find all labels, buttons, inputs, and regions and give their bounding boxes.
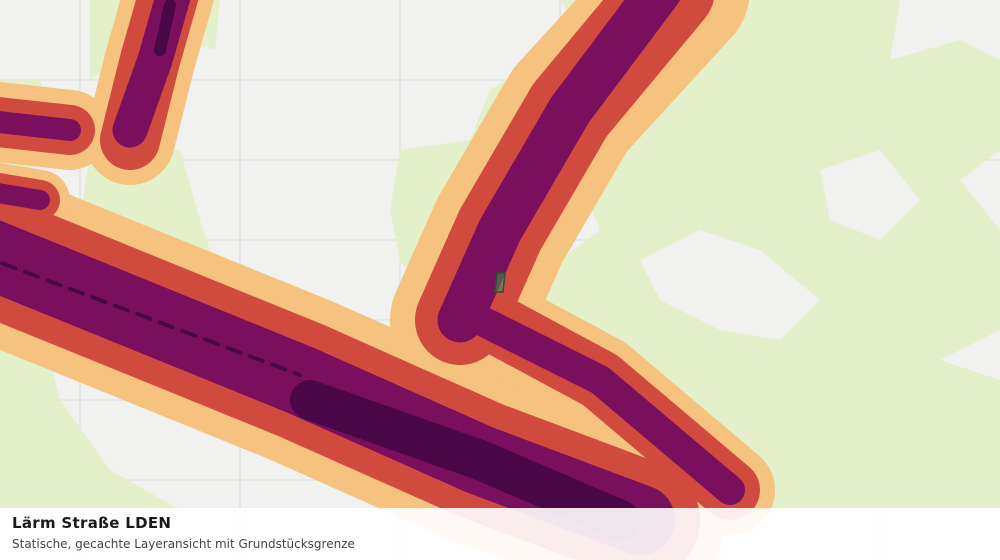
layer-title: Lärm Straße LDEN [12, 514, 172, 532]
layer-subtitle: Statische, gecachte Layeransicht mit Gru… [12, 537, 355, 551]
legend-panel: Lärm Straße LDEN Statische, gecachte Lay… [0, 508, 1000, 560]
parcel-boundary [494, 272, 506, 293]
noise-bands [0, 0, 775, 560]
